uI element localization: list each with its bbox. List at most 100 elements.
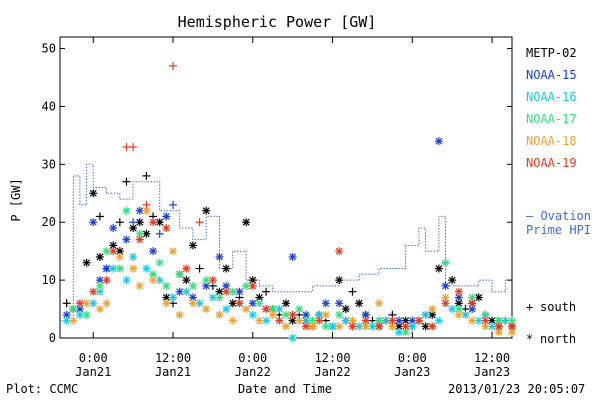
y-tick-label: 10 xyxy=(42,273,56,287)
data-point xyxy=(434,316,443,325)
data-point xyxy=(295,316,304,325)
data-point xyxy=(188,241,197,250)
marker-legend-north-label: north xyxy=(540,332,576,346)
data-point xyxy=(62,316,71,325)
data-point xyxy=(122,206,131,215)
data-point xyxy=(95,252,104,261)
data-point xyxy=(348,287,357,296)
data-point xyxy=(102,299,111,308)
data-point xyxy=(109,247,118,256)
data-point xyxy=(129,252,138,261)
data-point xyxy=(182,276,191,285)
series-metp-02 xyxy=(62,171,516,331)
data-point xyxy=(228,316,237,325)
data-point xyxy=(202,276,211,285)
data-point xyxy=(288,310,297,319)
legend: METP-02 NOAA-15 NOAA-16 NOAA-17 NOAA-18 NOAA-… xyxy=(526,46,577,170)
data-point xyxy=(175,310,184,319)
x-tick-date: Jan22 xyxy=(314,365,350,379)
data-point xyxy=(468,316,477,325)
data-point xyxy=(301,322,310,331)
data-point xyxy=(441,258,450,267)
data-point xyxy=(262,287,271,296)
data-point xyxy=(508,328,516,337)
data-point xyxy=(102,276,111,285)
data-point xyxy=(135,281,144,290)
data-point xyxy=(335,247,344,256)
y-tick-label: 20 xyxy=(42,215,56,229)
data-point xyxy=(408,322,417,331)
data-point xyxy=(202,305,211,314)
data-point xyxy=(308,322,317,331)
data-point xyxy=(321,322,330,331)
data-point xyxy=(109,241,118,250)
data-point xyxy=(149,276,158,285)
data-point xyxy=(162,224,171,233)
data-point xyxy=(62,299,71,308)
data-point xyxy=(282,322,290,331)
x-tick-time: 0:00 xyxy=(238,351,267,365)
plot-timestamp: 2013/01/23 20:05:07 xyxy=(448,382,585,396)
data-point xyxy=(182,287,191,296)
data-point xyxy=(395,316,403,325)
data-point xyxy=(468,299,477,308)
data-point xyxy=(328,322,337,331)
data-point xyxy=(215,310,224,319)
y-tick-label: 0 xyxy=(49,331,56,345)
data-point xyxy=(195,264,204,273)
data-point xyxy=(222,305,231,314)
data-point xyxy=(115,264,124,273)
data-point xyxy=(162,281,171,290)
data-point xyxy=(375,322,384,331)
legend-entry-noaa-15: NOAA-15 xyxy=(526,68,577,82)
data-point xyxy=(169,200,177,209)
x-tick-date: Jan22 xyxy=(235,365,271,379)
x-tick-time: 12:00 xyxy=(155,351,191,365)
y-axis: 0 10 20 30 40 50 xyxy=(42,42,512,345)
plot-frame xyxy=(59,36,513,339)
data-point xyxy=(115,218,124,227)
data-point xyxy=(215,293,224,302)
legend-entry-noaa-17: NOAA-17 xyxy=(526,112,577,126)
data-point xyxy=(448,305,457,314)
data-point xyxy=(215,252,224,261)
series-noaa-19 xyxy=(75,61,516,331)
data-point xyxy=(468,305,477,314)
data-point xyxy=(89,287,98,296)
data-point xyxy=(169,247,177,256)
data-point xyxy=(441,281,450,290)
data-point xyxy=(115,252,124,261)
data-point xyxy=(474,293,483,302)
data-point xyxy=(155,229,164,238)
data-point xyxy=(89,218,98,227)
data-point xyxy=(188,281,197,290)
data-point xyxy=(135,235,144,244)
plot-border xyxy=(59,36,513,339)
data-point xyxy=(82,258,91,267)
data-point xyxy=(275,316,284,325)
legend-entry-noaa-18: NOAA-18 xyxy=(526,134,577,148)
data-point xyxy=(235,299,244,308)
data-point xyxy=(335,299,344,308)
legend-entry-noaa-16: NOAA-16 xyxy=(526,90,577,104)
data-point xyxy=(122,235,131,244)
x-tick-time: 12:00 xyxy=(314,351,350,365)
ovation-legend-line1: — Ovation xyxy=(526,209,591,223)
x-axis: 0:00Jan2112:00Jan210:00Jan2212:00Jan220:… xyxy=(75,37,510,379)
data-point xyxy=(321,310,330,319)
data-point xyxy=(129,264,138,273)
data-point xyxy=(508,322,516,331)
data-point xyxy=(335,322,344,331)
data-point xyxy=(248,276,257,285)
data-point xyxy=(195,218,204,227)
x-tick-date: Jan21 xyxy=(155,365,191,379)
data-point xyxy=(175,270,184,279)
data-point xyxy=(129,142,138,151)
data-point xyxy=(255,316,264,325)
data-point xyxy=(129,218,138,227)
x-tick-time: 0:00 xyxy=(79,351,108,365)
y-tick-label: 40 xyxy=(42,99,56,113)
data-point xyxy=(95,305,104,314)
data-point xyxy=(268,310,277,319)
data-point xyxy=(142,171,151,180)
